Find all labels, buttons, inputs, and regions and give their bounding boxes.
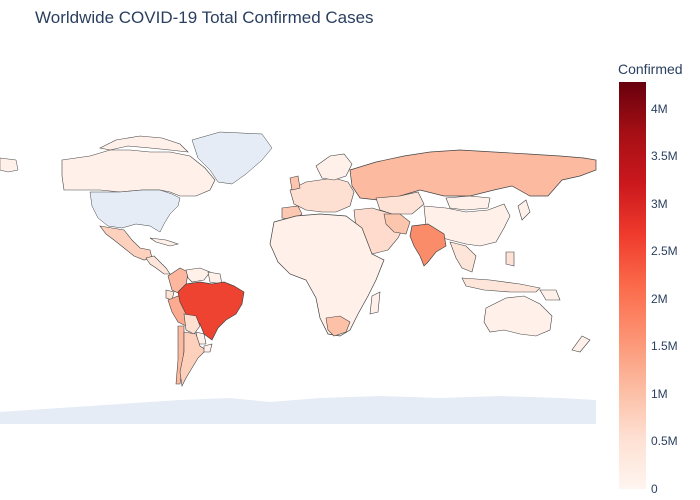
country-canada[interactable] (61, 149, 216, 197)
country-philippines[interactable] (505, 251, 515, 267)
country-scandinavia[interactable] (315, 153, 353, 181)
country-guianas[interactable] (207, 271, 223, 285)
country-papua-new-guinea[interactable] (539, 289, 561, 301)
country-united-states[interactable] (89, 189, 181, 233)
country-russia[interactable] (349, 149, 597, 201)
colorbar-tick-label: 2M (651, 291, 668, 306)
country-indonesia[interactable] (461, 277, 541, 293)
country-bolivia[interactable] (183, 313, 201, 335)
colorbar-title: Confirmed (618, 61, 683, 77)
colorbar-gradient (619, 82, 646, 489)
country-antarctica[interactable] (0, 396, 596, 424)
country-united-kingdom[interactable] (289, 175, 301, 191)
country-southeast-asia[interactable] (449, 241, 477, 273)
country-western-europe[interactable] (289, 177, 355, 213)
country-south-africa[interactable] (325, 315, 351, 337)
country-kazakhstan[interactable] (375, 191, 425, 215)
country-argentina[interactable] (179, 331, 207, 387)
country-uruguay[interactable] (203, 343, 213, 353)
country-iran[interactable] (383, 213, 411, 235)
country-mongolia[interactable] (445, 195, 491, 211)
colorbar-tick-label: 2.5M (651, 244, 678, 259)
country-india[interactable] (409, 223, 447, 267)
country-new-zealand[interactable] (571, 335, 591, 353)
colorbar-tick-label: 1.5M (651, 339, 678, 354)
country-madagascar[interactable] (369, 291, 381, 315)
colorbar-tick-label: 3M (651, 196, 668, 211)
country-greenland[interactable] (191, 131, 273, 185)
country-australia[interactable] (483, 295, 553, 337)
colorbar-tick-label: 0 (651, 482, 658, 496)
chart-title: Worldwide COVID-19 Total Confirmed Cases (35, 8, 374, 27)
country-cuba[interactable] (149, 237, 180, 247)
colorbar-tick-label: 3.5M (651, 149, 678, 164)
country-alaska-west[interactable] (0, 157, 19, 173)
colorbar-tick-label: 1M (651, 386, 668, 401)
colorbar-tick-label: 0.5M (651, 434, 678, 449)
country-japan[interactable] (517, 199, 531, 221)
country-mexico[interactable] (99, 225, 153, 261)
country-venezuela[interactable] (185, 267, 211, 283)
country-africa[interactable] (269, 213, 385, 337)
country-central-america[interactable] (145, 255, 171, 275)
colorbar-tick-label: 4M (651, 101, 668, 116)
country-canada-islands[interactable] (99, 135, 189, 153)
country-brazil[interactable] (177, 281, 245, 341)
